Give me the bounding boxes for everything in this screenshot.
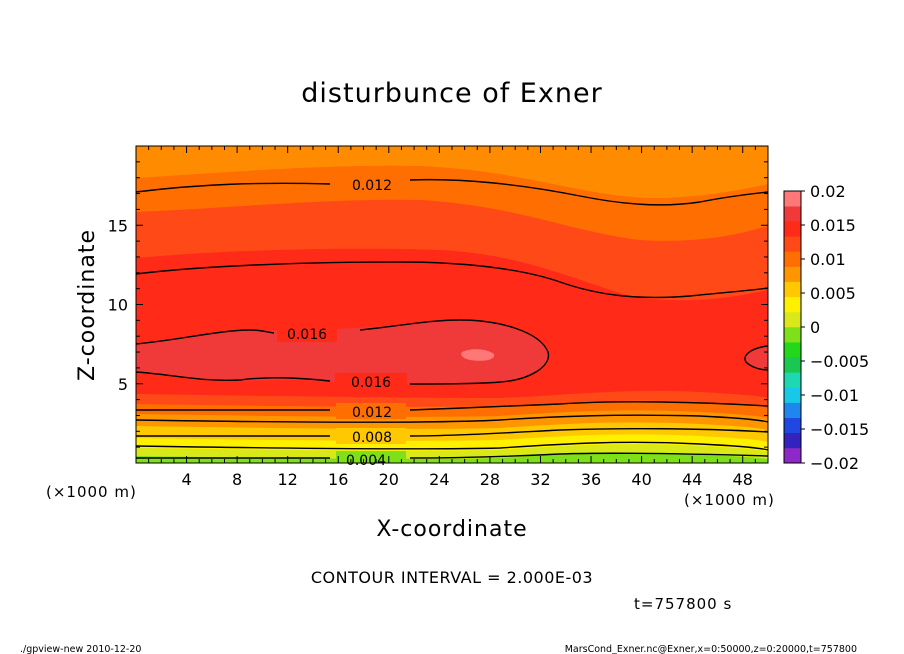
colorbar-swatch (784, 327, 801, 343)
colorbar-label: 0.015 (810, 216, 856, 235)
contour-line-0016-right (744, 345, 768, 371)
x-tick-label: 12 (278, 470, 298, 489)
colorbar-swatch (784, 447, 801, 464)
colorbar-label: 0.005 (810, 284, 856, 303)
x-tick-label: 20 (379, 470, 399, 489)
x-tick-label: 8 (232, 470, 242, 489)
contour-line-0010 (136, 414, 768, 424)
contour-label-bg (336, 403, 406, 419)
colorbar-swatch (784, 357, 801, 373)
colorbar-swatch (784, 311, 801, 328)
x-tick-label: 48 (733, 470, 753, 489)
contour-label: 0.016 (351, 375, 391, 391)
x-tick-label: 16 (328, 470, 348, 489)
colorbar-label: −0.01 (810, 386, 859, 405)
band-core (136, 319, 549, 384)
contour-interval: CONTOUR INTERVAL = 2.000E-03 (311, 568, 593, 587)
colorbar-swatch (784, 432, 801, 449)
colorbar-label: 0 (810, 318, 820, 337)
colorbar-label: −0.02 (810, 454, 859, 473)
contour-lines (136, 178, 768, 459)
colorbar-swatch (784, 266, 801, 282)
x-axis: 4 8 12 16 20 24 28 32 36 40 44 48 (148, 146, 756, 489)
chart-title: disturbunce of Exner (301, 78, 602, 109)
contour-line-0008 (136, 427, 768, 437)
contour-line-0014-upper (136, 261, 768, 299)
colorbar-swatch (784, 206, 801, 222)
contour-label: 0.004 (346, 453, 386, 469)
contour-label-bg (277, 324, 337, 342)
colorbar-swatch (784, 296, 801, 313)
y-axis: 5 10 15 (108, 161, 768, 448)
x-unit-right: (×1000 m) (684, 491, 775, 509)
contour-label: 0.016 (287, 327, 327, 343)
x-tick-label: 28 (480, 470, 500, 489)
colorbar-label: 0.02 (810, 182, 846, 201)
contour-label: 0.008 (352, 430, 392, 446)
band-max (461, 349, 495, 361)
colorbar-swatch (784, 372, 801, 388)
band-lower-0002 (136, 453, 768, 463)
y-tick-label: 15 (108, 216, 128, 235)
contour-label: 0.012 (352, 405, 392, 421)
colorbar-swatch (784, 191, 801, 207)
contour-line-0012-lower (136, 401, 768, 411)
colorbar-swatch (784, 221, 801, 237)
x-tick-label: 44 (682, 470, 702, 489)
x-tick-label: 40 (631, 470, 651, 489)
time-label: t=757800 s (634, 595, 732, 613)
contour-line-0012-upper (136, 178, 768, 206)
contour-label-bg (336, 428, 406, 444)
colorbar-swatch (784, 402, 801, 418)
y-tick-label: 5 (118, 375, 128, 394)
colorbar-swatch (784, 342, 801, 358)
colorbar-label: −0.005 (810, 352, 869, 371)
colorbar-swatch (784, 236, 801, 252)
footer-right: MarsCond_Exner.nc@Exner,x=0:50000,z=0:20… (565, 644, 857, 654)
colorbar-label: −0.015 (810, 420, 869, 439)
footer-left: ./gpview-new 2010-12-20 (20, 644, 141, 654)
x-tick-label: 32 (530, 470, 550, 489)
y-axis-title: Z-coordinate (75, 229, 100, 381)
colorbar: 0.02 0.015 0.01 0.005 0 −0.005 −0.01 −0.015 −0.0… (783, 182, 869, 473)
x-unit-left: (×1000 m) (46, 483, 137, 501)
contour-label-bg (336, 175, 406, 193)
filled-contours (136, 146, 768, 463)
colorbar-swatch (784, 281, 801, 298)
x-axis-title: X-coordinate (376, 517, 527, 542)
band-core-right (744, 346, 768, 370)
contour-label: 0.012 (352, 178, 392, 194)
contour-labels: 0.012 0.016 0.016 0.012 0.008 0.004 (277, 175, 407, 469)
colorbar-swatch (784, 417, 801, 434)
contour-line-0006 (136, 441, 768, 451)
colorbar-swatch (784, 387, 801, 403)
colorbar-label: 0.01 (810, 250, 846, 269)
contour-line-0016-core (136, 319, 550, 385)
y-tick-label: 10 (108, 296, 128, 315)
contour-label-bg (335, 373, 407, 391)
contour-line-0004 (136, 452, 768, 459)
x-tick-label: 4 (181, 470, 191, 489)
x-tick-label: 36 (581, 470, 601, 489)
x-tick-label: 24 (429, 470, 449, 489)
colorbar-swatch (784, 251, 801, 267)
